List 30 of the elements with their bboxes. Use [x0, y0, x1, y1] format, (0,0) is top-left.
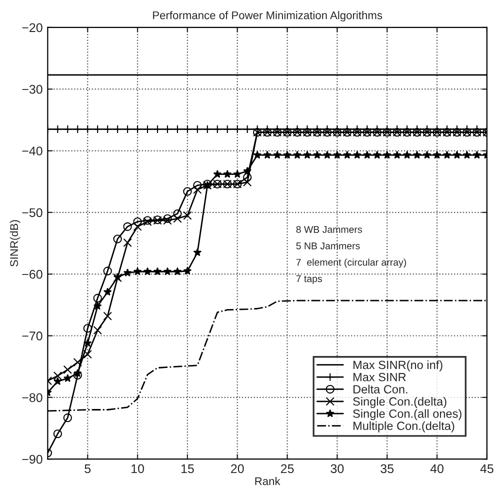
y-tick-label: −30: [22, 84, 42, 94]
annotation: 7 taps: [296, 275, 322, 284]
x-tick-label: 10: [132, 464, 144, 474]
x-tick-label: 25: [280, 464, 294, 474]
annotation: 7 element (circular array): [296, 258, 406, 268]
legend-label: Single Con.(all ones): [353, 409, 462, 420]
y-axis-title: SINR(dB): [10, 220, 20, 267]
legend-label: Multiple Con.(delta): [354, 421, 454, 432]
x-tick-label: 5: [84, 464, 91, 474]
x-tick-label: 40: [430, 464, 444, 474]
x-tick-label: 35: [380, 464, 394, 474]
y-tick-label: −20: [22, 23, 42, 32]
annotation: 5 NB Jammers: [296, 242, 360, 250]
x-tick-label: 15: [181, 464, 194, 474]
y-tick-label: −60: [22, 270, 42, 279]
x-tick-label: 45: [480, 464, 494, 474]
x-tick-label: 20: [231, 464, 244, 474]
y-tick-label: −70: [22, 332, 42, 340]
legend-label: Single Con.(delta): [353, 396, 446, 408]
x-axis-title: Rank: [255, 476, 280, 486]
chart-title: Performance of Power Minimization Algorithms: [153, 11, 382, 22]
y-tick-label: −90: [22, 454, 42, 464]
legend-label: Max SINR(no inf): [354, 360, 442, 372]
y-tick-label: −50: [22, 208, 42, 218]
x-tick-label: 30: [330, 464, 344, 474]
annotation: 8 WB Jammers: [296, 226, 362, 233]
legend-label: Max SINR: [354, 372, 406, 382]
legend-label: Delta Con.: [354, 384, 408, 394]
y-tick-label: −80: [22, 393, 42, 402]
y-tick-label: −40: [22, 146, 42, 156]
